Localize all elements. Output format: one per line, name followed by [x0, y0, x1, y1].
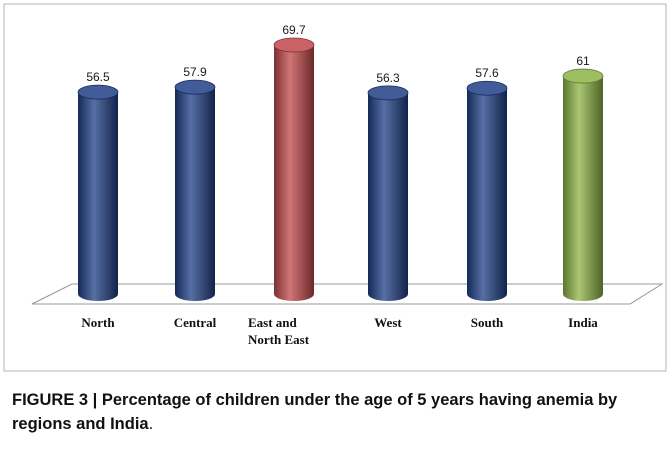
bar-west	[368, 92, 408, 301]
bar-top	[466, 80, 508, 96]
data-label: 56.3	[376, 71, 400, 85]
bar-top	[367, 85, 409, 101]
bar-north	[78, 92, 118, 301]
bar-top	[174, 79, 216, 95]
data-label: 69.7	[282, 23, 306, 37]
bar-top	[273, 37, 315, 53]
category-label: South	[471, 315, 504, 330]
caption-text: FIGURE 3 | Percentage of children under …	[12, 391, 618, 433]
category-label: North East	[248, 332, 310, 347]
category-label: Central	[174, 315, 217, 330]
category-label: India	[568, 315, 598, 330]
category-label: North	[81, 315, 115, 330]
bar-south	[467, 88, 507, 301]
bar-central	[175, 87, 215, 301]
data-label: 56.5	[86, 70, 110, 84]
category-label: West	[374, 315, 402, 330]
bar-india	[563, 76, 603, 301]
bar-top	[562, 68, 604, 84]
caption-period: .	[148, 415, 154, 433]
data-label: 61	[576, 54, 590, 68]
data-label: 57.9	[183, 65, 207, 79]
bar-east-and-north-east	[274, 45, 314, 301]
figure-caption: FIGURE 3 | Percentage of children under …	[12, 388, 652, 436]
bar-chart: 56.5 North 57.9 Central 69.7 East and North Ea…	[3, 3, 667, 372]
bar-top	[77, 84, 119, 100]
data-label: 57.6	[475, 66, 499, 80]
category-label: East and	[248, 315, 298, 330]
